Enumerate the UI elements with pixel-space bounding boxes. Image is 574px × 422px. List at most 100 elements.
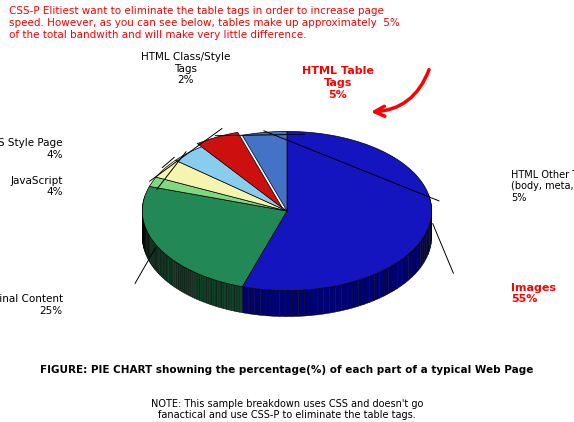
FancyArrowPatch shape [375,70,429,116]
Text: JavaScript
4%: JavaScript 4% [10,176,63,197]
Polygon shape [422,235,425,265]
Text: FIGURE: PIE CHART showning the percentage(%) of each part of a typical Web Page: FIGURE: PIE CHART showning the percentag… [40,365,534,375]
Polygon shape [221,282,224,308]
Polygon shape [254,289,261,315]
Polygon shape [197,273,199,300]
Polygon shape [146,230,148,258]
Polygon shape [208,278,211,305]
Polygon shape [226,283,229,310]
Polygon shape [329,286,336,313]
Polygon shape [184,267,186,294]
Polygon shape [429,197,430,227]
Polygon shape [150,236,151,264]
Polygon shape [163,252,165,279]
Polygon shape [426,229,428,258]
Polygon shape [214,279,216,306]
Polygon shape [152,239,153,267]
Polygon shape [186,268,188,295]
Polygon shape [191,270,192,297]
Polygon shape [169,257,171,284]
Polygon shape [239,286,242,313]
Polygon shape [379,270,384,298]
Polygon shape [249,288,254,314]
Polygon shape [149,235,150,262]
Polygon shape [197,133,282,208]
Polygon shape [393,262,397,291]
Polygon shape [428,194,429,224]
Polygon shape [156,160,287,211]
Polygon shape [242,131,287,211]
Polygon shape [369,274,374,303]
Polygon shape [153,241,154,268]
Text: HTML Class/Style
Tags
2%: HTML Class/Style Tags 2% [141,52,230,85]
Polygon shape [168,256,169,283]
Polygon shape [347,282,353,309]
Polygon shape [173,260,174,287]
Polygon shape [155,243,156,271]
Polygon shape [180,265,182,292]
Polygon shape [429,222,430,251]
Polygon shape [242,131,432,291]
Polygon shape [353,280,359,308]
Polygon shape [148,233,149,261]
Polygon shape [323,287,329,314]
Text: Images
55%: Images 55% [511,283,556,304]
Polygon shape [286,290,292,316]
Polygon shape [311,289,317,316]
Polygon shape [237,286,239,312]
Polygon shape [174,261,176,288]
Polygon shape [401,257,405,286]
Polygon shape [160,249,161,277]
Polygon shape [359,279,364,306]
Text: HTML Table
Tags
5%: HTML Table Tags 5% [302,66,374,100]
Polygon shape [425,232,426,261]
Polygon shape [178,263,180,291]
Polygon shape [305,289,311,316]
Polygon shape [159,248,160,275]
Polygon shape [409,251,412,280]
Text: NOTE: This sample breakdown uses CSS and doesn't go
fanactical and use CSS-P to : NOTE: This sample breakdown uses CSS and… [151,399,423,420]
Polygon shape [142,187,287,287]
Polygon shape [229,284,231,311]
Polygon shape [430,218,431,248]
Polygon shape [430,201,431,230]
Polygon shape [420,238,422,268]
Polygon shape [176,146,287,211]
Polygon shape [231,284,234,311]
Polygon shape [342,283,347,311]
Polygon shape [149,177,287,211]
Polygon shape [154,242,155,270]
Polygon shape [188,269,191,296]
Polygon shape [261,289,267,316]
Polygon shape [171,259,173,286]
Polygon shape [151,238,152,265]
Polygon shape [161,251,163,278]
Polygon shape [336,285,342,312]
Polygon shape [211,279,214,306]
Polygon shape [280,290,286,316]
Polygon shape [157,246,159,274]
Polygon shape [234,285,237,312]
Polygon shape [412,248,415,277]
Text: CSS Style Page
4%: CSS Style Page 4% [0,138,63,160]
Polygon shape [428,225,429,254]
Polygon shape [182,266,184,293]
Polygon shape [156,245,157,273]
Polygon shape [165,253,166,281]
Polygon shape [298,290,305,316]
Polygon shape [195,272,197,299]
Polygon shape [292,290,298,316]
Polygon shape [242,287,249,314]
Polygon shape [415,245,418,274]
Text: HTML Other Tags
(body, meta, etc.)
5%: HTML Other Tags (body, meta, etc.) 5% [511,170,574,203]
Polygon shape [166,254,168,282]
Polygon shape [317,288,323,315]
Polygon shape [176,262,178,289]
Polygon shape [145,227,146,254]
Polygon shape [405,254,409,283]
Polygon shape [192,271,195,298]
Polygon shape [418,242,420,271]
Polygon shape [273,290,280,316]
Polygon shape [374,272,379,300]
Polygon shape [219,281,221,308]
